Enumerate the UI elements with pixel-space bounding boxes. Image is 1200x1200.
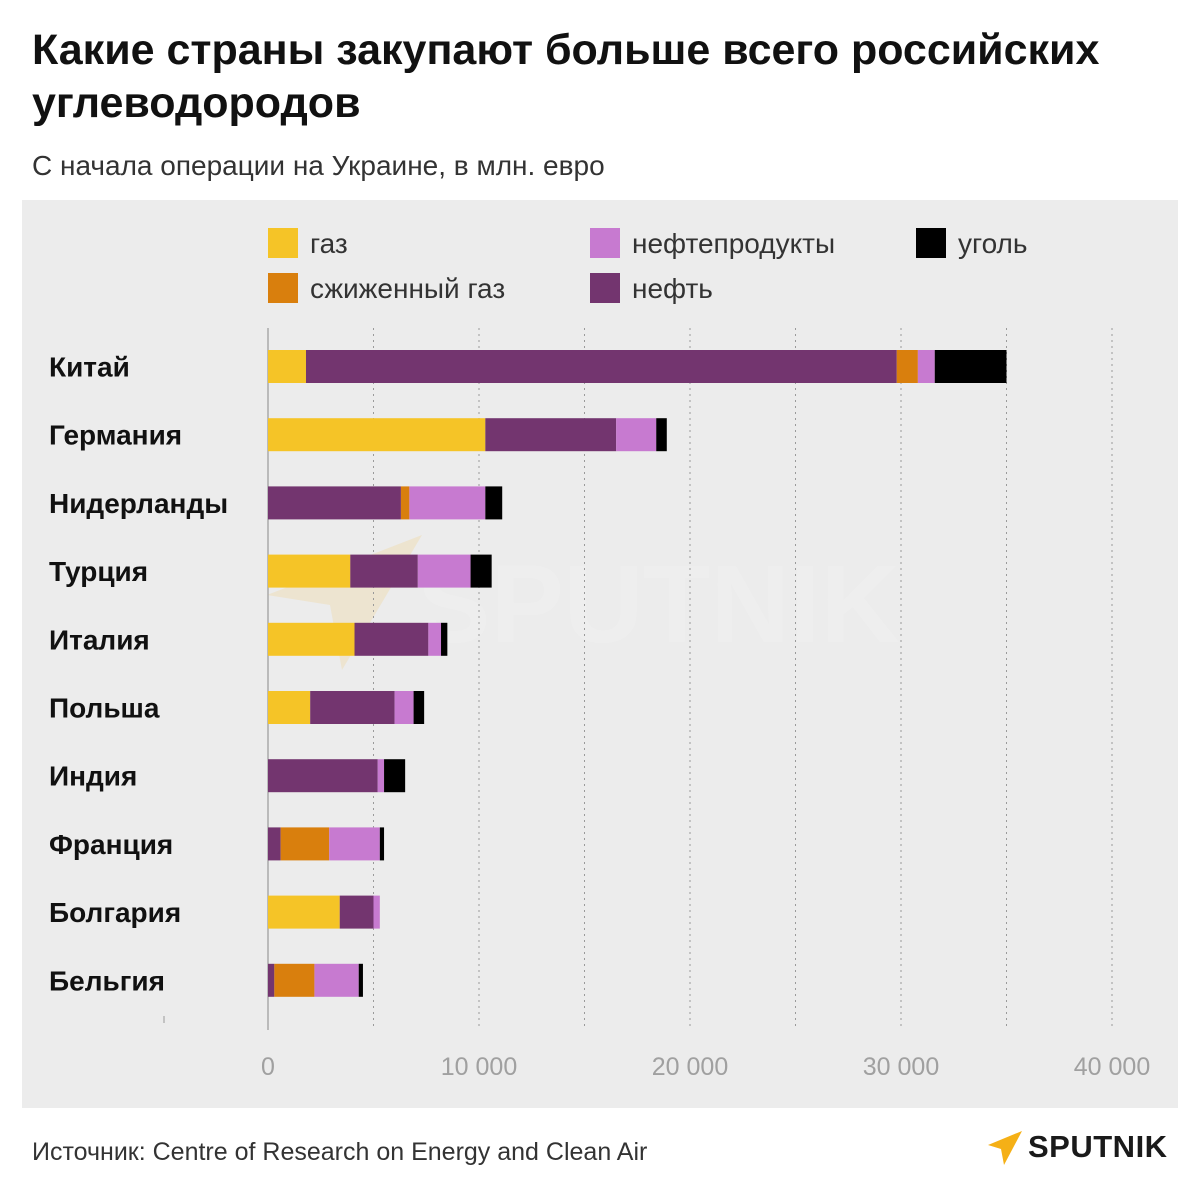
bar-segment-oil <box>268 963 275 997</box>
bar-segment-oil_products <box>394 691 414 724</box>
bar-segment-oil_products <box>314 963 359 997</box>
bar-segment-oil_products <box>616 418 657 452</box>
x-tick-label: 10 000 <box>441 1053 517 1081</box>
chart-title: Какие страны закупают больше всего росси… <box>32 26 1100 127</box>
category-label: Бельгия <box>49 965 165 996</box>
bar-segment-lng <box>280 827 330 861</box>
x-tick-label: 0 <box>261 1053 275 1081</box>
legend-item-oil_products: нефтепродукты <box>590 228 835 259</box>
category-label: Болгария <box>49 897 181 928</box>
legend-swatch <box>590 273 620 303</box>
bar-segment-coal <box>934 350 1007 383</box>
chart-panel: SPUTNIK 0 10 000 20 000 30 000 40 000 газ сжиже… <box>22 200 1178 1108</box>
watermark-text: SPUTNIK <box>417 543 900 666</box>
bar-segment-oil <box>305 350 897 383</box>
legend-item-oil: нефть <box>590 273 713 304</box>
bar-segment-coal <box>413 691 425 724</box>
bar-segment-lng <box>896 350 918 383</box>
bar-segment-gas <box>268 622 355 656</box>
legend-item-lng: сжиженный газ <box>268 273 505 304</box>
bar-segment-lng <box>274 963 315 997</box>
bar-segment-oil_products <box>917 350 935 383</box>
bar-segment-gas <box>268 350 306 383</box>
bar-segment-oil_products <box>377 759 385 793</box>
legend-swatch <box>268 228 298 258</box>
legend-swatch <box>268 273 298 303</box>
legend-label: сжиженный газ <box>310 273 505 304</box>
bar-segment-oil_products <box>409 486 486 520</box>
legend-swatch <box>590 228 620 258</box>
x-tick-label: 30 000 <box>863 1053 939 1081</box>
bar-segment-coal <box>656 418 667 452</box>
sputnik-logo-icon <box>988 1131 1022 1165</box>
category-label: Франция <box>49 829 173 860</box>
bar-segment-coal <box>470 554 492 588</box>
bar-segment-gas <box>268 554 351 588</box>
bar-segment-oil <box>485 418 617 452</box>
chart-subtitle: С начала операции на Украине, в млн. евр… <box>32 150 605 181</box>
bar-segment-gas <box>268 691 311 724</box>
source-note: Источник: Centre of Research on Energy a… <box>32 1138 648 1166</box>
x-tick-label: 20 000 <box>652 1053 728 1081</box>
bar-segment-oil_products <box>428 622 442 656</box>
bar-segment-oil <box>268 759 378 793</box>
legend-label: уголь <box>958 228 1027 259</box>
brand-name: SPUTNIK <box>1028 1129 1168 1164</box>
bar-segment-oil_products <box>417 554 471 588</box>
category-label: Германия <box>49 420 182 451</box>
bar-segment-lng <box>400 486 410 520</box>
bar-segment-oil <box>268 827 281 861</box>
category-label: Индия <box>49 761 137 792</box>
stacked-bar-chart: SPUTNIK 0 10 000 20 000 30 000 40 000 газ сжиже… <box>49 228 1150 1081</box>
bar-segment-coal <box>384 759 406 793</box>
legend-swatch <box>916 228 946 258</box>
bar-segment-coal <box>485 486 503 520</box>
bar-segment-oil <box>339 895 374 929</box>
bar-segment-gas <box>268 895 340 929</box>
x-tick-label: 40 000 <box>1074 1053 1150 1081</box>
legend-label: нефтепродукты <box>632 228 835 259</box>
bar-segment-gas <box>268 418 486 452</box>
brand-logo: SPUTNIK <box>984 1127 1168 1167</box>
bar-segment-oil <box>350 554 418 588</box>
category-label: Нидерланды <box>49 488 228 519</box>
legend-label: нефть <box>632 273 713 304</box>
category-label: Италия <box>49 624 150 655</box>
bar-segment-oil_products <box>373 895 380 929</box>
bar-segment-oil <box>310 691 395 724</box>
category-label: Турция <box>49 556 148 587</box>
bar-segment-coal <box>358 963 363 997</box>
legend-item-coal: уголь <box>916 228 1027 259</box>
bar-segment-oil <box>268 486 401 520</box>
legend-item-gas: газ <box>268 228 348 259</box>
bar-segment-oil_products <box>329 827 380 861</box>
bar-segment-oil <box>354 622 429 656</box>
legend-label: газ <box>310 228 348 259</box>
bar-segment-coal <box>379 827 385 861</box>
bar-segment-coal <box>441 622 448 656</box>
category-label: Польша <box>49 693 160 724</box>
category-label: Китай <box>49 352 130 383</box>
